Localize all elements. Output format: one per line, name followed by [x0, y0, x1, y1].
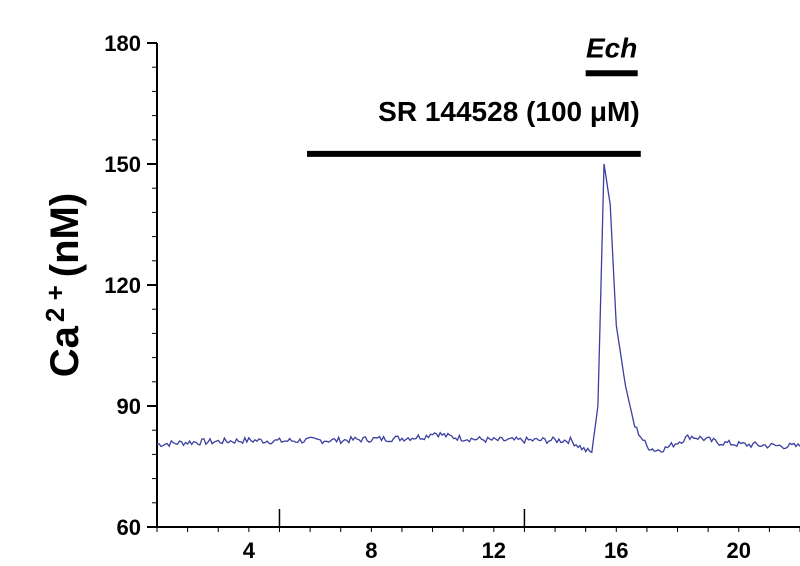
y-tick-label: 120 [104, 273, 141, 298]
y-ticks: 60 90 120 150 180 [104, 31, 157, 540]
y-tick-label: 150 [104, 152, 141, 177]
x-tick-label: 4 [243, 538, 256, 563]
ech-label: Ech [586, 32, 637, 63]
y-axis-title: Ca2 +(nM) [40, 193, 87, 377]
x-ticks: 4 8 12 16 20 [156, 509, 800, 563]
y-tick-label: 90 [117, 394, 141, 419]
x-tick-label: 16 [604, 538, 628, 563]
x-tick-label: 8 [365, 538, 377, 563]
y-tick-label: 60 [117, 515, 141, 540]
calcium-trace-line [156, 163, 800, 454]
x-tick-label: 20 [727, 538, 751, 563]
annotations: SR 144528 (100 μM) Ech [307, 32, 641, 157]
y-tick-label: 180 [104, 31, 141, 56]
x-tick-label: 12 [482, 538, 506, 563]
sr144528-label: SR 144528 (100 μM) [378, 96, 640, 127]
